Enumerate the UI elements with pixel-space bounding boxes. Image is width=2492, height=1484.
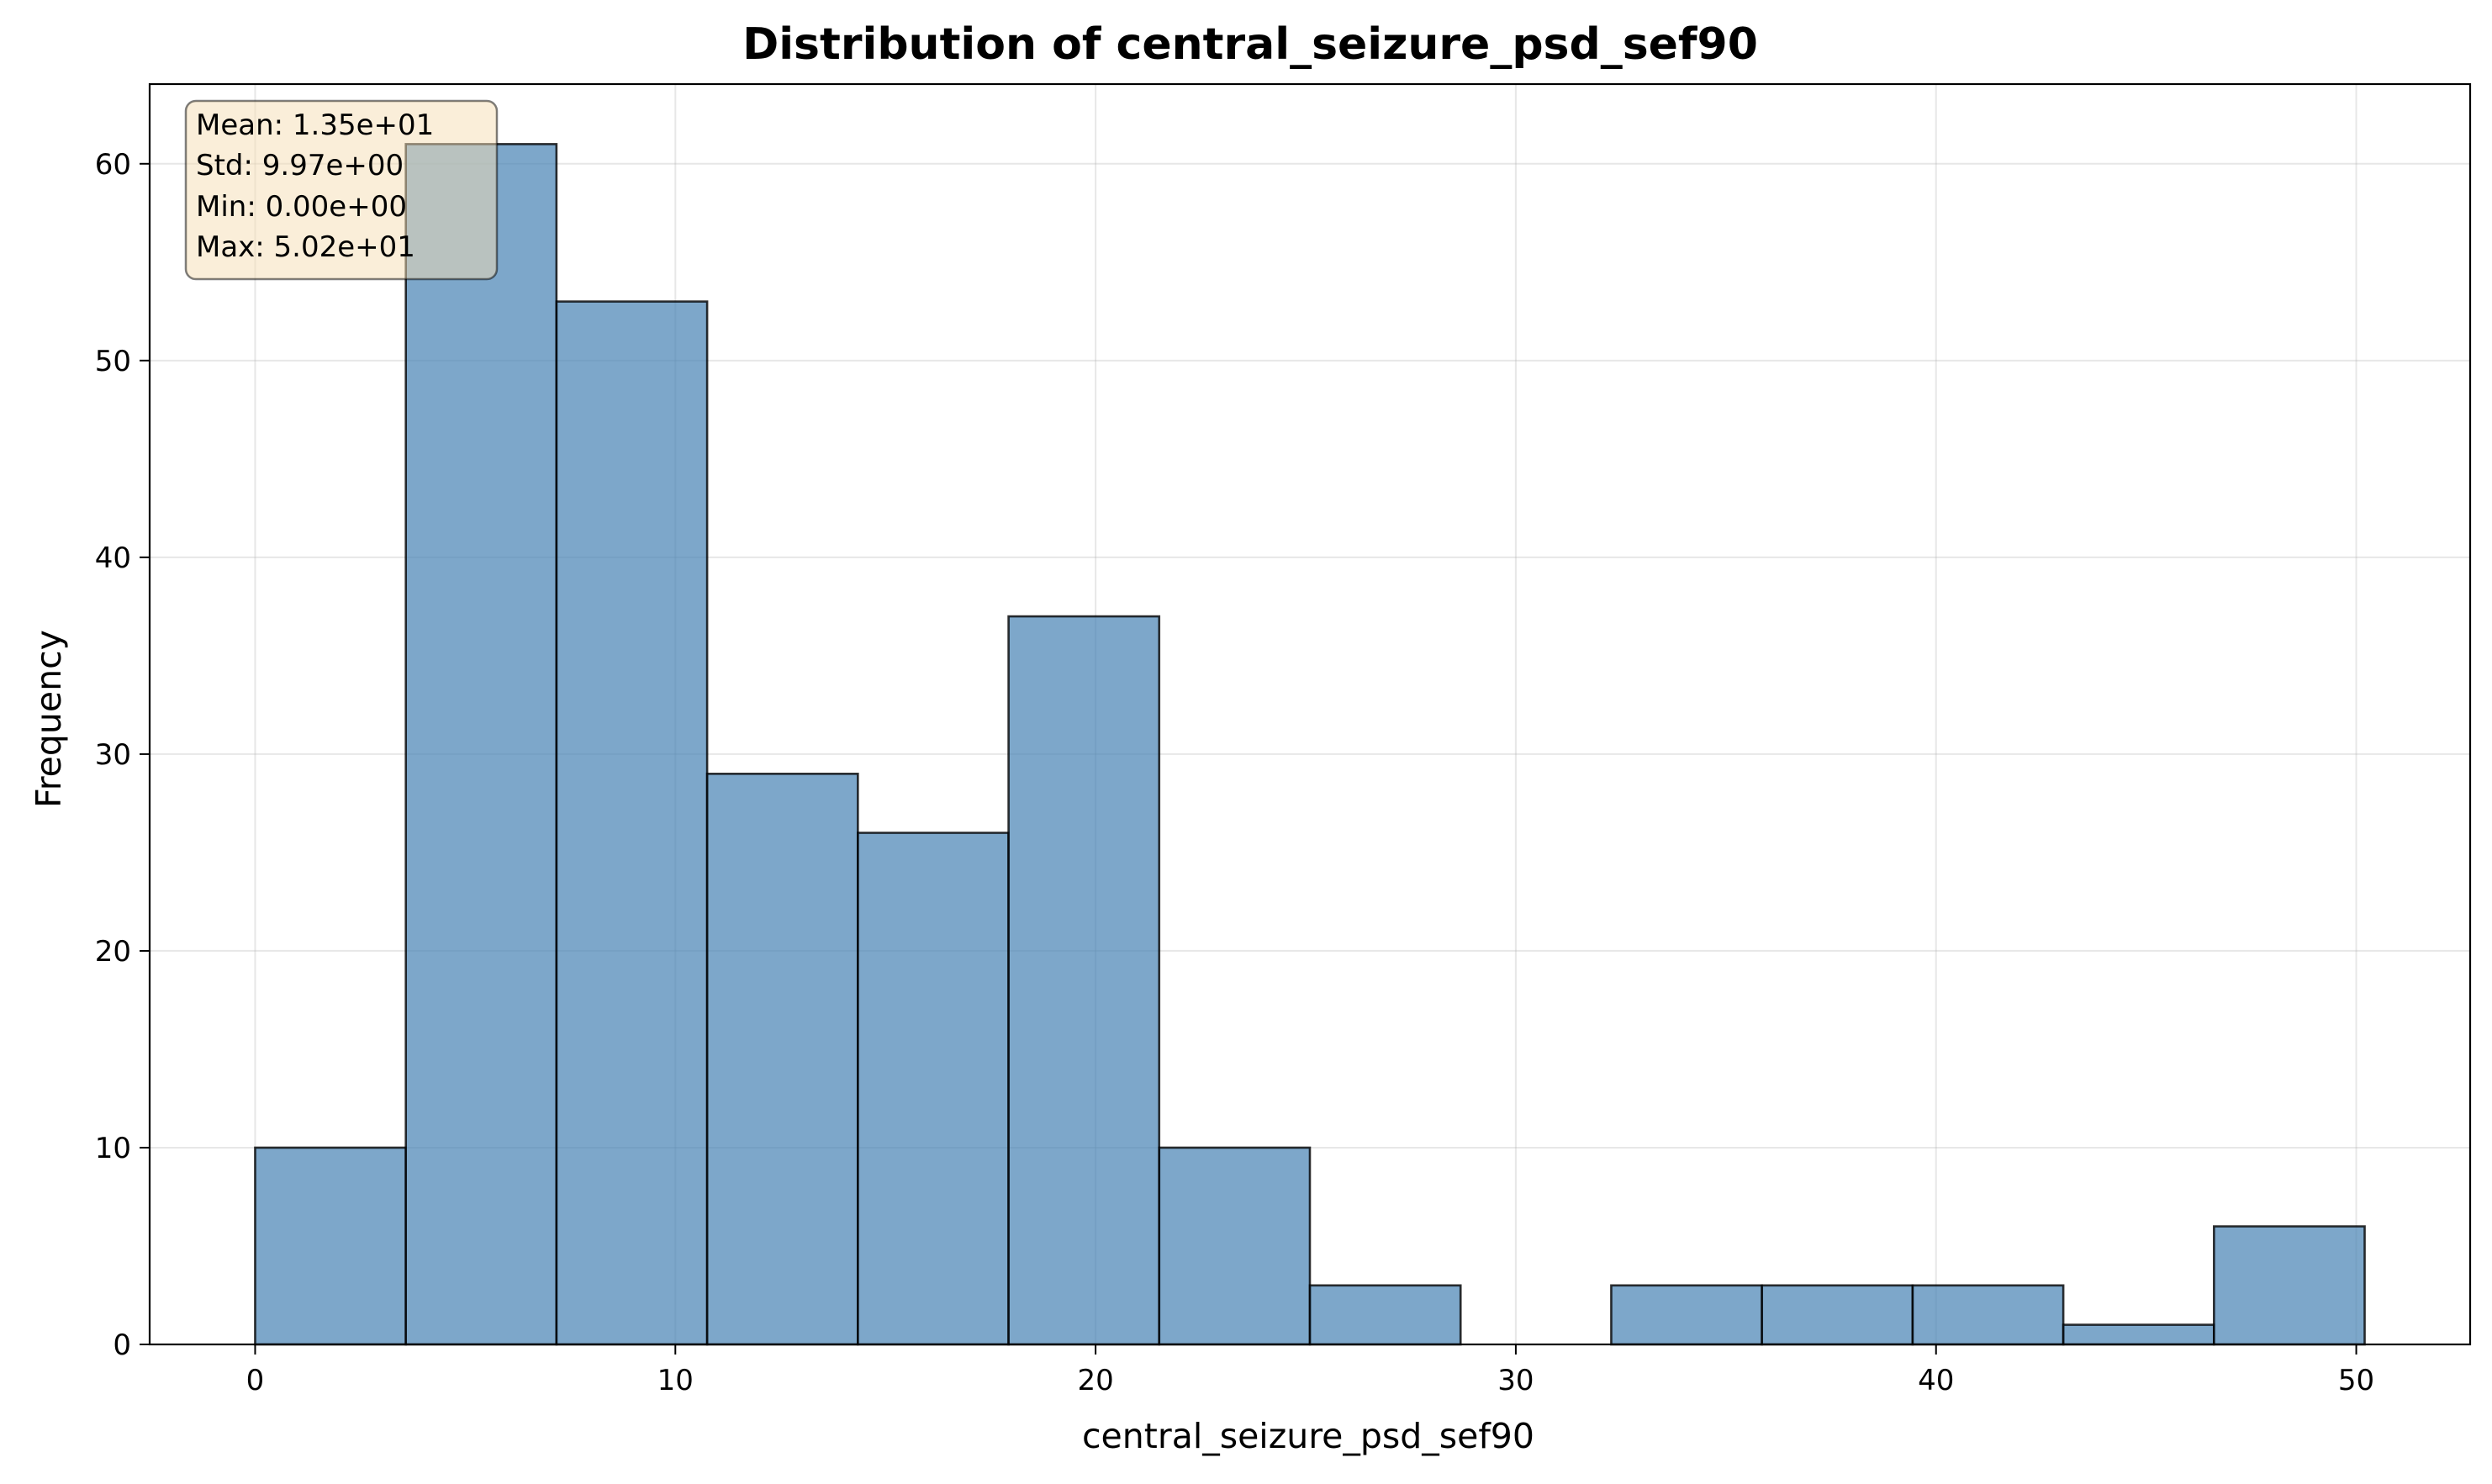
stat-min: Min: 0.00e+00 bbox=[196, 190, 407, 224]
tick-layer: 0 10 20 30 40 50 0 10 20 30 40 50 60 bbox=[95, 148, 2374, 1397]
histogram-bar bbox=[857, 832, 1010, 1346]
histogram-bar bbox=[1761, 1284, 1914, 1346]
histogram-bar bbox=[2062, 1323, 2215, 1346]
y-axis-label: Frequency bbox=[29, 630, 69, 808]
x-tick-label: 40 bbox=[1918, 1364, 1954, 1397]
chart-title: Distribution of central_seizure_psd_sef9… bbox=[742, 19, 1758, 70]
histogram-bar bbox=[1911, 1284, 2065, 1346]
y-tick-label: 20 bbox=[95, 935, 131, 969]
histogram-bar bbox=[404, 143, 558, 1346]
x-tick-label: 10 bbox=[657, 1364, 694, 1397]
y-tick-label: 0 bbox=[113, 1328, 131, 1362]
histogram-bar bbox=[1158, 1146, 1312, 1346]
x-tick-label: 20 bbox=[1077, 1364, 1113, 1397]
stat-max: Max: 5.02e+01 bbox=[196, 230, 415, 264]
y-tick-label: 40 bbox=[95, 541, 131, 575]
histogram-bar bbox=[1007, 615, 1161, 1346]
histogram-bar bbox=[705, 772, 859, 1346]
y-tick-label: 50 bbox=[95, 345, 131, 378]
y-tick-label: 60 bbox=[95, 148, 131, 182]
x-tick-label: 50 bbox=[2338, 1364, 2374, 1397]
plot-frame bbox=[148, 82, 2472, 1346]
x-axis-label: central_seizure_psd_sef90 bbox=[1082, 1416, 1534, 1456]
x-tick-label: 0 bbox=[246, 1364, 265, 1397]
x-tick-label: 30 bbox=[1497, 1364, 1534, 1397]
y-tick-label: 10 bbox=[95, 1132, 131, 1165]
stats-box: Mean: 1.35e+01 Std: 9.97e+00 Min: 0.00e+… bbox=[184, 99, 499, 281]
histogram-bar bbox=[2213, 1225, 2366, 1346]
histogram-bar bbox=[1610, 1284, 1763, 1346]
histogram-bar bbox=[555, 300, 709, 1346]
bar-layer bbox=[254, 143, 2366, 1346]
stats-box-background bbox=[184, 99, 499, 281]
stat-mean: Mean: 1.35e+01 bbox=[196, 108, 434, 142]
histogram-bar bbox=[254, 1146, 407, 1346]
histogram-bar bbox=[1308, 1284, 1462, 1346]
y-tick-label: 30 bbox=[95, 738, 131, 772]
stat-std: Std: 9.97e+00 bbox=[196, 149, 404, 182]
